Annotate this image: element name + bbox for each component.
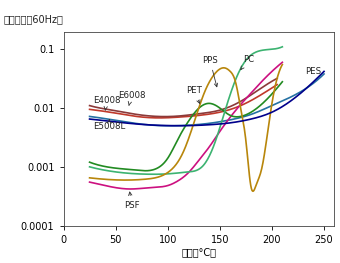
Text: PES: PES	[305, 67, 321, 76]
Text: PET: PET	[186, 86, 202, 103]
Text: E4008: E4008	[93, 96, 120, 110]
Text: PSF: PSF	[124, 192, 140, 210]
Text: 誘電正接（60Hz）: 誘電正接（60Hz）	[4, 14, 64, 24]
Text: PC: PC	[241, 55, 254, 70]
Text: E6008: E6008	[118, 91, 145, 105]
Text: PPS: PPS	[202, 56, 218, 87]
X-axis label: 温度（°C）: 温度（°C）	[182, 247, 217, 257]
Text: E5008L: E5008L	[93, 119, 125, 131]
